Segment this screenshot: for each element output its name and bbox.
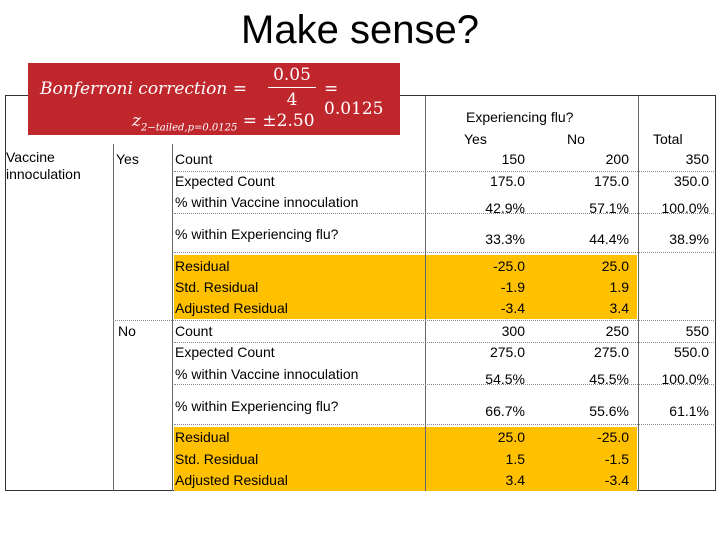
value-no: 25.0	[601, 258, 629, 274]
stat-label: Count	[175, 151, 213, 167]
value-no: -25.0	[597, 429, 629, 445]
stat-label: Std. Residual	[175, 279, 259, 295]
value-yes: 66.7%	[485, 403, 525, 419]
value-total: 550.0	[673, 344, 709, 360]
stat-label: Residual	[175, 258, 230, 274]
value-no: 275.0	[593, 344, 629, 360]
value-yes: 275.0	[489, 344, 525, 360]
value-yes: -25.0	[493, 258, 525, 274]
value-yes: 25.0	[497, 429, 525, 445]
value-yes: 3.4	[505, 472, 525, 488]
header-no: No	[567, 131, 585, 147]
value-no: 44.4%	[589, 231, 629, 247]
formula-z-subscript: 2−tailed,p=0.0125	[140, 122, 238, 134]
value-total: 350.0	[673, 173, 709, 189]
bonferroni-formula-box: Bonferroni correction = 0.05 4 = 0.0125 …	[28, 63, 400, 135]
fraction-bar	[268, 87, 316, 88]
header-yes: Yes	[464, 131, 487, 147]
row-line	[174, 213, 714, 214]
stat-label: % within Vaccine innoculation	[175, 194, 359, 210]
slide-title: Make sense?	[241, 8, 479, 52]
value-yes: 1.5	[505, 451, 525, 467]
formula-result: = 0.0125	[324, 79, 384, 119]
stat-label: Residual	[175, 429, 230, 445]
stat-label: % within Vaccine innoculation	[175, 366, 359, 382]
row-line	[174, 424, 714, 425]
value-yes: 150	[501, 151, 525, 167]
value-no: 45.5%	[589, 371, 629, 387]
col-divider-1	[113, 144, 114, 491]
formula-numerator: 0.05	[273, 65, 311, 85]
value-yes: -3.4	[500, 300, 525, 316]
stat-label: Adjusted Residual	[175, 300, 288, 316]
stat-label: Count	[175, 323, 213, 339]
col-divider-2	[172, 144, 173, 491]
row-variable-label: Vaccine innoculation	[6, 149, 81, 182]
value-no: 200	[605, 151, 629, 167]
value-total: 350	[685, 151, 709, 167]
header-experiencing-flu: Experiencing flu?	[466, 109, 574, 125]
formula-z: z	[132, 111, 141, 131]
crosstab-table: Experiencing flu? Yes No Total Vaccine i…	[5, 95, 716, 491]
row-line	[174, 342, 714, 343]
group-divider	[113, 320, 714, 321]
row-line	[174, 384, 714, 385]
stat-label: % within Experiencing flu?	[175, 226, 339, 242]
value-no: -3.4	[604, 472, 629, 488]
row-line	[174, 252, 714, 253]
value-total: 100.0%	[661, 371, 709, 387]
col-divider-4	[638, 96, 639, 491]
formula-z-line: z2−tailed,p=0.0125 = ±2.50	[132, 111, 315, 133]
col-divider-3	[425, 96, 426, 491]
value-yes: 175.0	[489, 173, 525, 189]
group-label-no: No	[118, 323, 136, 339]
highlight-no-residuals	[174, 427, 637, 491]
stat-label: Adjusted Residual	[175, 472, 288, 488]
value-no: 57.1%	[589, 200, 629, 216]
header-total: Total	[653, 131, 683, 147]
value-no: 55.6%	[589, 403, 629, 419]
stat-label: Expected Count	[175, 173, 275, 189]
value-yes: 54.5%	[485, 371, 525, 387]
value-no: 3.4	[609, 300, 629, 316]
value-yes: 300	[501, 323, 525, 339]
value-yes: 42.9%	[485, 200, 525, 216]
formula-z-value: = ±2.50	[242, 111, 315, 131]
value-total: 550	[685, 323, 709, 339]
group-label-yes: Yes	[116, 151, 139, 167]
value-total: 38.9%	[669, 231, 709, 247]
value-no: -1.5	[604, 451, 629, 467]
value-yes: -1.9	[500, 279, 525, 295]
value-yes: 33.3%	[485, 231, 525, 247]
formula-lhs: Bonferroni correction =	[40, 79, 247, 99]
value-total: 61.1%	[669, 403, 709, 419]
highlight-yes-residuals	[174, 255, 637, 319]
stat-label: Std. Residual	[175, 451, 259, 467]
stat-label: % within Experiencing flu?	[175, 398, 339, 414]
value-total: 100.0%	[661, 200, 709, 216]
formula-denominator: 4	[286, 90, 298, 110]
value-no: 175.0	[593, 173, 629, 189]
value-no: 250	[605, 323, 629, 339]
stat-label: Expected Count	[175, 344, 275, 360]
value-no: 1.9	[609, 279, 629, 295]
row-line	[174, 171, 714, 172]
formula-fraction: 0.05 4	[268, 65, 316, 110]
